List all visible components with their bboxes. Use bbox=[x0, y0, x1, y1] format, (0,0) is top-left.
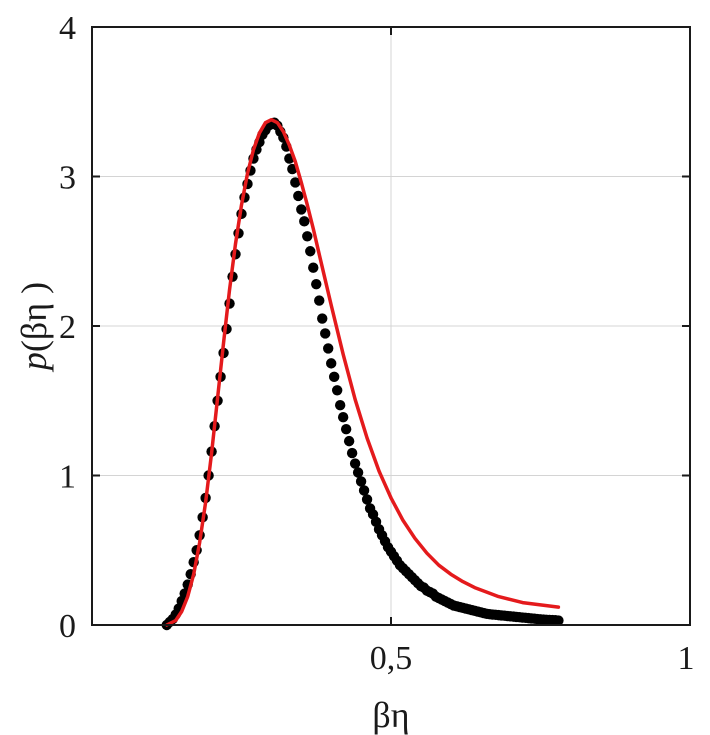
x-axis-label: βη bbox=[372, 695, 409, 735]
grid-lines bbox=[92, 27, 690, 625]
y-axis-label-prefix: p bbox=[14, 352, 54, 373]
scatter-point bbox=[337, 411, 349, 423]
y-axis-label-arg: (βη ) bbox=[14, 282, 54, 352]
fit-line bbox=[165, 117, 561, 627]
fit-line-series bbox=[165, 117, 561, 627]
scatter-point bbox=[326, 358, 337, 369]
y-axis-label: p(βη ) bbox=[14, 282, 54, 373]
scatter-point bbox=[355, 476, 367, 487]
scatter-point bbox=[299, 216, 310, 227]
scatter-point bbox=[331, 385, 343, 396]
tick-marks bbox=[92, 26, 691, 626]
scatter-point bbox=[553, 615, 564, 626]
scatter-point bbox=[302, 231, 313, 242]
y-tick-label: 1 bbox=[59, 459, 76, 496]
scatter-series bbox=[161, 117, 564, 631]
scatter-point bbox=[320, 328, 331, 339]
y-tick-label: 4 bbox=[59, 10, 76, 47]
scatter-point bbox=[293, 190, 304, 202]
tick-labels: 0 1 2 3 4 0,5 1 bbox=[59, 10, 695, 677]
scatter-point bbox=[305, 246, 316, 257]
y-tick-label: 3 bbox=[59, 160, 76, 197]
y-tick-label: 0 bbox=[59, 608, 76, 645]
scatter-point bbox=[340, 423, 352, 435]
scatter-point bbox=[323, 343, 334, 354]
scatter-point bbox=[308, 262, 319, 273]
scatter-point bbox=[290, 177, 301, 188]
scatter-point bbox=[317, 313, 328, 324]
scatter-point bbox=[361, 494, 373, 505]
scatter-point bbox=[328, 371, 340, 383]
scatter-point bbox=[352, 467, 364, 478]
scatter-point bbox=[311, 278, 322, 290]
scatter-point bbox=[358, 485, 370, 496]
scatter-point bbox=[314, 295, 325, 306]
scatter-point bbox=[334, 400, 346, 411]
scatter-point bbox=[346, 447, 358, 459]
scatter-point bbox=[349, 458, 361, 469]
scatter-point bbox=[296, 204, 307, 215]
x-tick-label: 1 bbox=[678, 640, 695, 677]
y-tick-label: 2 bbox=[59, 309, 76, 346]
x-tick-label: 0,5 bbox=[370, 640, 413, 677]
scatter-point bbox=[343, 435, 355, 447]
